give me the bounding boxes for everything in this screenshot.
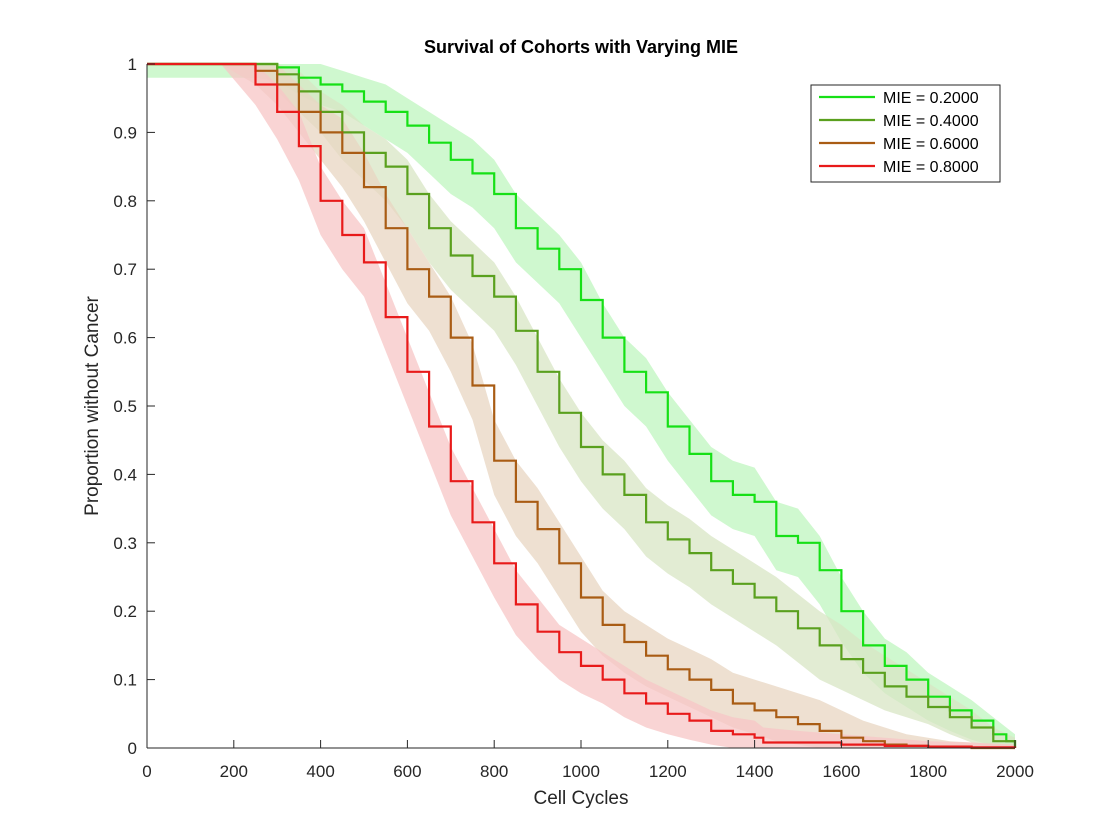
legend-label-1: MIE = 0.2000 xyxy=(883,90,979,107)
x-axis-title: Cell Cycles xyxy=(533,788,628,809)
confidence-band-3 xyxy=(147,64,1015,748)
confidence-band-1 xyxy=(147,64,1015,748)
legend-label-3: MIE = 0.6000 xyxy=(883,136,979,153)
y-tick-label: 0.8 xyxy=(113,192,137,211)
x-tick-label: 1800 xyxy=(909,762,947,781)
series-lines xyxy=(147,62,1017,750)
x-tick-label: 1600 xyxy=(822,762,860,781)
series-line-4 xyxy=(147,62,1017,749)
legend-label-2: MIE = 0.4000 xyxy=(883,113,979,130)
x-tick-label: 1000 xyxy=(562,762,600,781)
chart-title: Survival of Cohorts with Varying MIE xyxy=(424,37,738,57)
series-line-2 xyxy=(147,62,1017,748)
axes: 0 200 400 600 800 1000 1200 1400 1600 1800 2000 0 0.… xyxy=(113,55,1034,781)
y-tick-label: 0.2 xyxy=(113,602,137,621)
y-tick-label: 0.6 xyxy=(113,329,137,348)
x-tick-label: 200 xyxy=(220,762,248,781)
y-tick-label: 0.7 xyxy=(113,260,137,279)
x-tick-label: 1200 xyxy=(649,762,687,781)
y-tick-label: 0 xyxy=(128,739,137,758)
x-tick-label: 1400 xyxy=(736,762,774,781)
y-tick-label: 0.9 xyxy=(113,123,137,142)
x-tick-label: 400 xyxy=(306,762,334,781)
y-tick-label: 0.3 xyxy=(113,534,137,553)
y-axis-title: Proportion without Cancer xyxy=(82,295,103,515)
series-line-3 xyxy=(147,62,1015,750)
legend-label-4: MIE = 0.8000 xyxy=(883,159,979,176)
y-tick-label: 0.1 xyxy=(113,671,137,690)
x-tick-label: 2000 xyxy=(996,762,1034,781)
series-line-1 xyxy=(147,62,1017,748)
y-tick-label: 0.5 xyxy=(113,397,137,416)
y-tick-label: 1 xyxy=(128,55,137,74)
legend: MIE = 0.2000 MIE = 0.4000 MIE = 0.6000 MIE … xyxy=(810,84,1001,183)
x-tick-label: 600 xyxy=(393,762,421,781)
x-tick-label: 800 xyxy=(480,762,508,781)
x-tick-label: 0 xyxy=(142,762,151,781)
y-tick-label: 0.4 xyxy=(113,465,137,484)
